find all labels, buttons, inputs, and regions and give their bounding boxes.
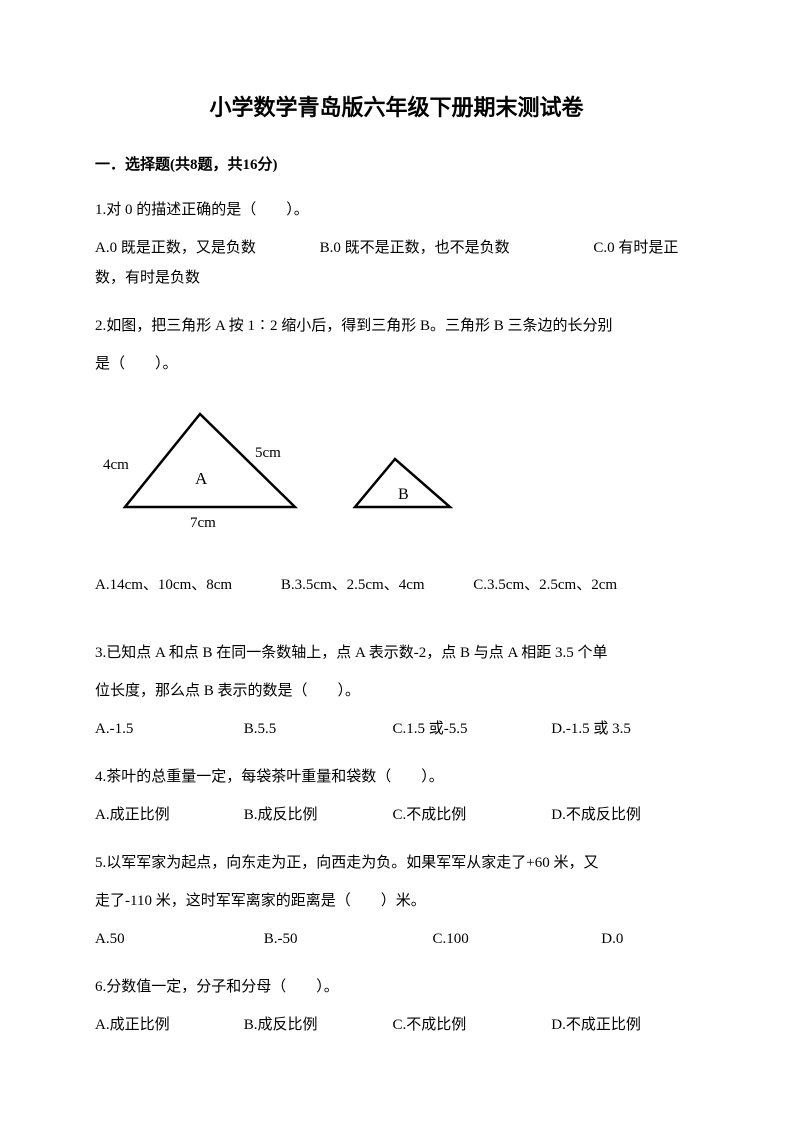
- q6-option-a: A.成正比例: [95, 1010, 240, 1040]
- q3-option-d: D.-1.5 或 3.5: [551, 721, 631, 737]
- q5-option-b: B.-50: [264, 924, 429, 954]
- q1-options: A.0 既是正数，又是负数 B.0 既不是正数，也不是负数 C.0 有时是正数，…: [95, 233, 698, 293]
- q1-text: 1.对 0 的描述正确的是（ ）。: [95, 195, 698, 225]
- q6-option-c: C.不成比例: [393, 1010, 548, 1040]
- q3-option-b: B.5.5: [244, 714, 389, 744]
- triangle-a-right-label: 5cm: [255, 445, 281, 461]
- q2-text-line2: 是（ ）。: [95, 349, 698, 379]
- document-title: 小学数学青岛版六年级下册期末测试卷: [95, 90, 698, 125]
- q2-text-line1: 2.如图，把三角形 A 按 1∶2 缩小后，得到三角形 B。三角形 B 三条边的…: [95, 311, 698, 341]
- q4-options: A.成正比例 B.成反比例 C.不成比例 D.不成反比例: [95, 800, 698, 830]
- question-6: 6.分数值一定，分子和分母（ ）。 A.成正比例 B.成反比例 C.不成比例 D…: [95, 972, 698, 1040]
- q4-option-b: B.成反比例: [244, 800, 389, 830]
- triangle-a-bottom-label: 7cm: [190, 515, 216, 529]
- triangle-a-left-label: 4cm: [103, 457, 129, 473]
- q2-option-b: B.3.5cm、2.5cm、4cm: [281, 577, 425, 593]
- triangles-svg: 4cm 5cm 7cm A B: [95, 399, 515, 529]
- question-2: 2.如图，把三角形 A 按 1∶2 缩小后，得到三角形 B。三角形 B 三条边的…: [95, 311, 698, 600]
- q1-option-b: B.0 既不是正数，也不是负数: [320, 240, 510, 256]
- q6-options: A.成正比例 B.成反比例 C.不成比例 D.不成正比例: [95, 1010, 698, 1040]
- q3-text-line1: 3.已知点 A 和点 B 在同一条数轴上，点 A 表示数-2，点 B 与点 A …: [95, 638, 698, 668]
- q3-options: A.-1.5 B.5.5 C.1.5 或-5.5 D.-1.5 或 3.5: [95, 714, 698, 744]
- triangle-a-label: A: [195, 469, 208, 488]
- q3-option-a: A.-1.5: [95, 714, 240, 744]
- q2-options: A.14cm、10cm、8cm B.3.5cm、2.5cm、4cm C.3.5c…: [95, 570, 698, 600]
- question-5: 5.以军军家为起点，向东走为正，向西走为负。如果军军从家走了+60 米，又 走了…: [95, 848, 698, 954]
- q6-option-b: B.成反比例: [244, 1010, 389, 1040]
- q4-option-a: A.成正比例: [95, 800, 240, 830]
- q4-option-d: D.不成反比例: [551, 807, 641, 823]
- q4-text: 4.茶叶的总重量一定，每袋茶叶重量和袋数（ ）。: [95, 762, 698, 792]
- q3-option-c: C.1.5 或-5.5: [393, 714, 548, 744]
- q5-option-a: A.50: [95, 924, 260, 954]
- question-1: 1.对 0 的描述正确的是（ ）。 A.0 既是正数，又是负数 B.0 既不是正…: [95, 195, 698, 293]
- q5-option-d: D.0: [601, 931, 623, 947]
- question-3: 3.已知点 A 和点 B 在同一条数轴上，点 A 表示数-2，点 B 与点 A …: [95, 638, 698, 744]
- q5-text-line1: 5.以军军家为起点，向东走为正，向西走为负。如果军军从家走了+60 米，又: [95, 848, 698, 878]
- triangle-b-label: B: [398, 486, 409, 503]
- question-4: 4.茶叶的总重量一定，每袋茶叶重量和袋数（ ）。 A.成正比例 B.成反比例 C…: [95, 762, 698, 830]
- q4-option-c: C.不成比例: [393, 800, 548, 830]
- q6-text: 6.分数值一定，分子和分母（ ）。: [95, 972, 698, 1002]
- q5-option-c: C.100: [433, 924, 598, 954]
- q5-options: A.50 B.-50 C.100 D.0: [95, 924, 698, 954]
- q6-option-d: D.不成正比例: [551, 1017, 641, 1033]
- q2-diagram: 4cm 5cm 7cm A B: [95, 399, 698, 540]
- q2-option-a: A.14cm、10cm、8cm: [95, 577, 232, 593]
- q2-option-c: C.3.5cm、2.5cm、2cm: [473, 577, 617, 593]
- q5-text-line2: 走了-110 米，这时军军离家的距离是（ ）米。: [95, 886, 698, 916]
- q1-option-a: A.0 既是正数，又是负数: [95, 240, 256, 256]
- q3-text-line2: 位长度，那么点 B 表示的数是（ ）。: [95, 676, 698, 706]
- section-header: 一．选择题(共8题，共16分): [95, 153, 698, 177]
